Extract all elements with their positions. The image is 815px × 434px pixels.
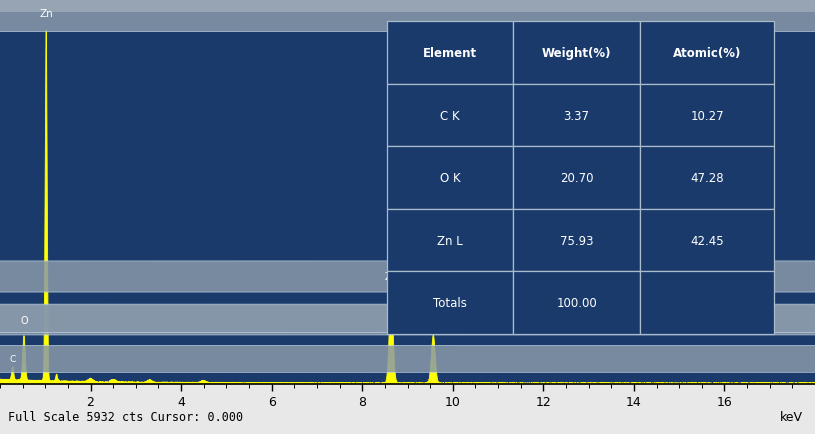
FancyBboxPatch shape bbox=[640, 147, 774, 209]
Text: Atomic(%): Atomic(%) bbox=[673, 47, 741, 60]
Circle shape bbox=[0, 306, 815, 335]
FancyBboxPatch shape bbox=[513, 85, 640, 147]
FancyBboxPatch shape bbox=[387, 209, 513, 272]
Circle shape bbox=[0, 304, 815, 333]
Text: Zn: Zn bbox=[427, 314, 439, 323]
Text: 10.27: 10.27 bbox=[690, 109, 724, 122]
Text: O: O bbox=[20, 316, 28, 326]
Circle shape bbox=[0, 345, 815, 372]
FancyBboxPatch shape bbox=[513, 209, 640, 272]
FancyBboxPatch shape bbox=[387, 272, 513, 334]
Text: 47.28: 47.28 bbox=[690, 172, 724, 184]
Text: 42.45: 42.45 bbox=[690, 234, 724, 247]
Text: 75.93: 75.93 bbox=[560, 234, 593, 247]
Text: Totals: Totals bbox=[434, 296, 467, 309]
FancyBboxPatch shape bbox=[387, 85, 513, 147]
Text: keV: keV bbox=[780, 410, 803, 423]
FancyBboxPatch shape bbox=[387, 147, 513, 209]
Text: Zn L: Zn L bbox=[438, 234, 463, 247]
Text: C: C bbox=[10, 355, 15, 364]
Circle shape bbox=[0, 0, 815, 33]
Text: 100.00: 100.00 bbox=[557, 296, 597, 309]
Text: O K: O K bbox=[440, 172, 460, 184]
Text: C K: C K bbox=[440, 109, 460, 122]
Text: 3.37: 3.37 bbox=[564, 109, 589, 122]
Text: Zn: Zn bbox=[385, 272, 398, 282]
FancyBboxPatch shape bbox=[513, 147, 640, 209]
Text: Element: Element bbox=[423, 47, 478, 60]
Text: 20.70: 20.70 bbox=[560, 172, 593, 184]
Text: Zn: Zn bbox=[39, 9, 53, 19]
FancyBboxPatch shape bbox=[640, 272, 774, 334]
Text: Weight(%): Weight(%) bbox=[542, 47, 611, 60]
FancyBboxPatch shape bbox=[513, 272, 640, 334]
FancyBboxPatch shape bbox=[387, 22, 513, 85]
Text: Full Scale 5932 cts Cursor: 0.000: Full Scale 5932 cts Cursor: 0.000 bbox=[8, 410, 243, 423]
FancyBboxPatch shape bbox=[640, 209, 774, 272]
Circle shape bbox=[0, 261, 815, 293]
FancyBboxPatch shape bbox=[513, 22, 640, 85]
FancyBboxPatch shape bbox=[640, 85, 774, 147]
FancyBboxPatch shape bbox=[640, 22, 774, 85]
